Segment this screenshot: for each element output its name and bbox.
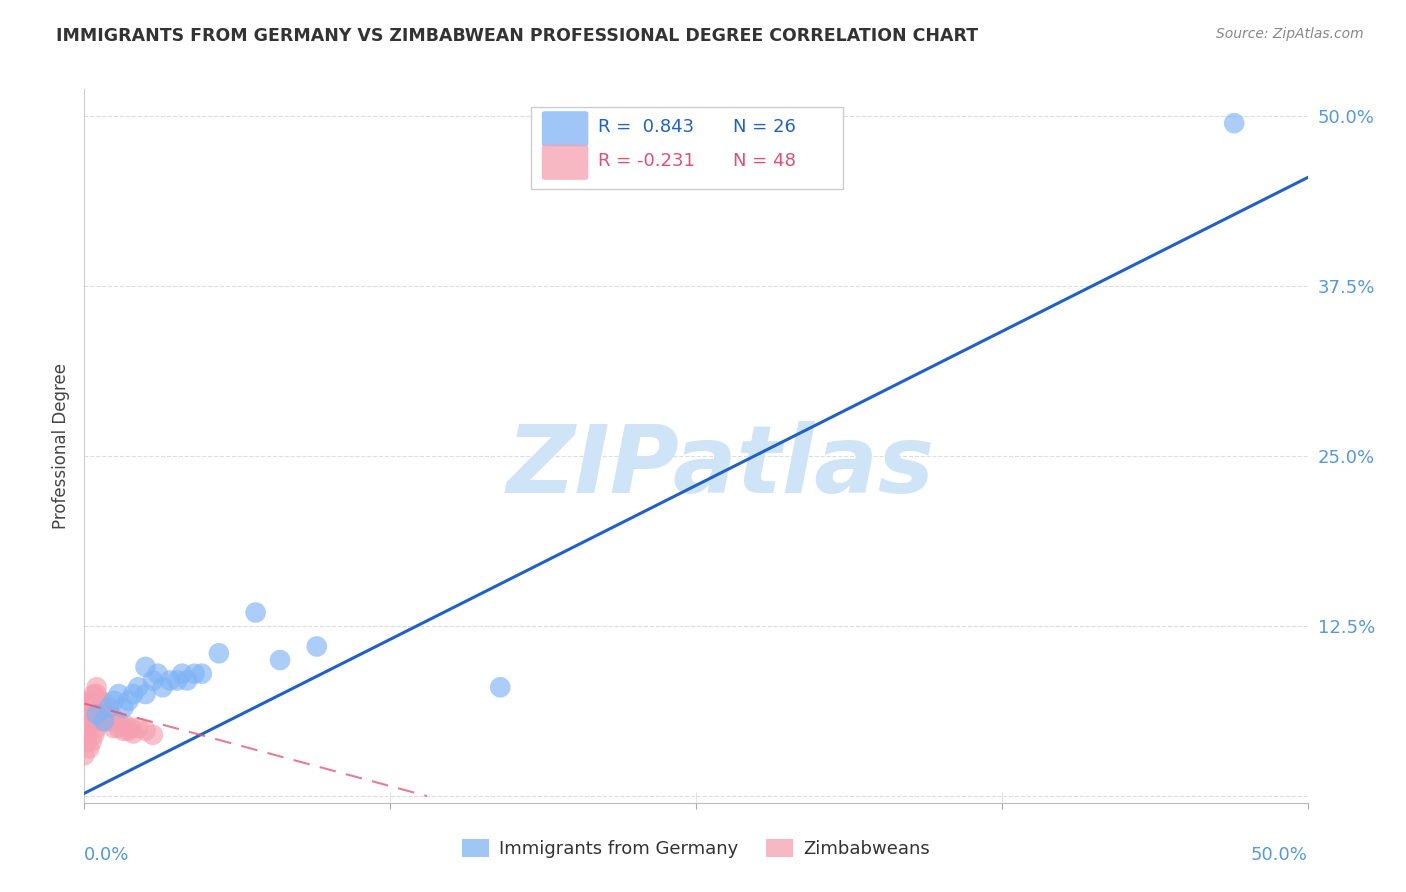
Point [305, 640, 328, 654]
Point [76, 734, 98, 748]
Point [73, 748, 96, 763]
Point [96, 710, 118, 724]
Point [172, 666, 194, 681]
Point [93, 714, 115, 729]
Text: R = -0.231: R = -0.231 [598, 152, 695, 169]
Text: IMMIGRANTS FROM GERMANY VS ZIMBABWEAN PROFESSIONAL DEGREE CORRELATION CHART: IMMIGRANTS FROM GERMANY VS ZIMBABWEAN PR… [56, 27, 979, 45]
Text: N = 26: N = 26 [733, 118, 796, 136]
Point [90, 694, 112, 708]
Point [103, 712, 125, 726]
Text: 50.0%: 50.0% [1251, 846, 1308, 863]
Y-axis label: Professional Degree: Professional Degree [52, 363, 70, 529]
Point [93, 714, 115, 729]
Point [97, 707, 120, 722]
Point [127, 680, 149, 694]
Point [122, 726, 145, 740]
Point [152, 680, 174, 694]
Point [105, 714, 128, 729]
Point [86, 680, 108, 694]
Point [120, 721, 142, 735]
Point [191, 666, 214, 681]
Point [83, 707, 105, 722]
Legend: Immigrants from Germany, Zimbabweans: Immigrants from Germany, Zimbabweans [454, 831, 938, 865]
Point [77, 707, 100, 722]
Point [80, 694, 103, 708]
Point [97, 700, 120, 714]
Point [112, 700, 135, 714]
Point [80, 700, 103, 714]
Point [117, 694, 139, 708]
Point [1223, 116, 1246, 130]
Point [208, 646, 231, 660]
Text: ZIPatlas: ZIPatlas [506, 421, 935, 514]
Point [159, 673, 181, 688]
Point [107, 687, 129, 701]
Point [142, 673, 165, 688]
Point [83, 728, 105, 742]
Point [90, 707, 112, 722]
Point [86, 687, 108, 701]
Point [86, 700, 108, 714]
Point [146, 666, 169, 681]
Text: Source: ZipAtlas.com: Source: ZipAtlas.com [1216, 27, 1364, 41]
Point [100, 710, 122, 724]
FancyBboxPatch shape [541, 112, 588, 146]
Point [103, 721, 125, 735]
Point [77, 694, 100, 708]
Point [183, 666, 205, 681]
Point [76, 700, 98, 714]
Point [80, 734, 103, 748]
Point [135, 723, 157, 738]
Point [83, 687, 105, 701]
Point [93, 707, 115, 722]
Point [115, 718, 138, 732]
Point [96, 703, 118, 717]
Point [135, 660, 157, 674]
Point [87, 700, 110, 714]
Point [269, 653, 291, 667]
Point [176, 673, 198, 688]
Point [97, 714, 120, 729]
Point [87, 714, 110, 729]
FancyBboxPatch shape [531, 107, 842, 189]
Point [77, 741, 100, 756]
Text: R =  0.843: R = 0.843 [598, 118, 695, 136]
Point [73, 721, 96, 735]
Point [83, 694, 105, 708]
Point [86, 721, 108, 735]
Point [489, 680, 512, 694]
Text: 0.0%: 0.0% [84, 846, 129, 863]
Text: N = 48: N = 48 [733, 152, 796, 169]
Point [87, 694, 110, 708]
Point [107, 721, 129, 735]
FancyBboxPatch shape [541, 145, 588, 180]
Point [76, 714, 98, 729]
Point [90, 700, 112, 714]
Point [245, 606, 267, 620]
Point [80, 714, 103, 729]
Point [135, 687, 157, 701]
Point [112, 723, 135, 738]
Point [77, 721, 100, 735]
Point [103, 694, 125, 708]
Point [127, 721, 149, 735]
Point [166, 673, 188, 688]
Point [93, 700, 115, 714]
Point [86, 707, 108, 722]
Point [117, 723, 139, 738]
Point [142, 728, 165, 742]
Point [122, 687, 145, 701]
Point [110, 718, 132, 732]
